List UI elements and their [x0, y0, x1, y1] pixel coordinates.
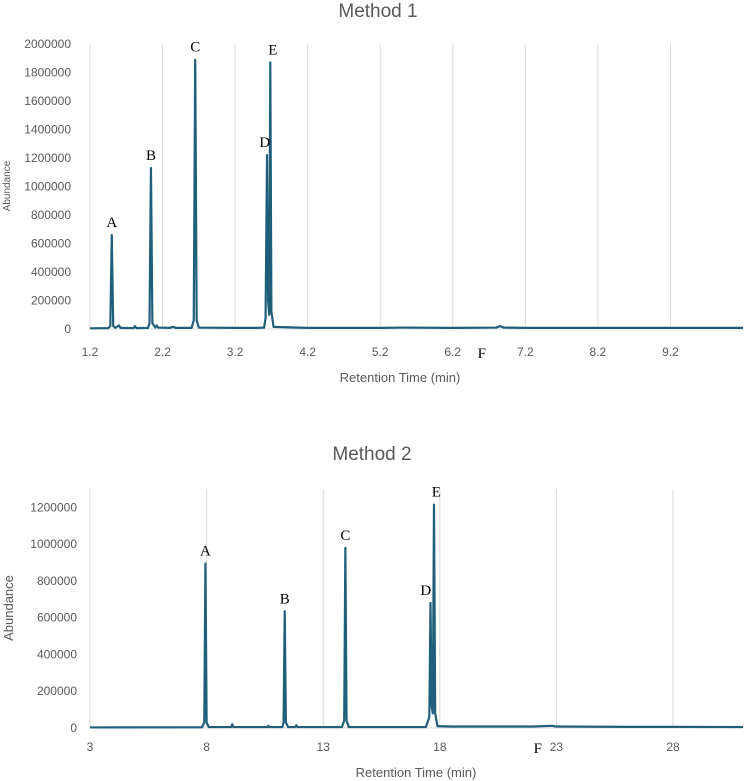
y-tick-label: 400000 — [37, 647, 77, 661]
peak-labels: A B C D E F — [106, 40, 486, 362]
y-tick-label: 0 — [70, 721, 77, 735]
peak-label-d: D — [259, 135, 270, 151]
x-tick-label: 4.2 — [299, 345, 316, 359]
chart-method-2: Method 2 Retention Time (min) Abundance … — [1, 444, 744, 780]
y-tick-label: 1200000 — [24, 151, 71, 165]
y-tick-label: 1400000 — [24, 123, 71, 137]
grid — [89, 489, 743, 729]
y-tick-label: 600000 — [37, 611, 77, 625]
x-tick-label: 6.2 — [444, 345, 461, 359]
ticks: 1.2 2.2 3.2 4.2 5.2 6.2 7.2 8.2 9.2 0 200000 400000… — [24, 37, 679, 359]
series — [89, 58, 743, 330]
x-tick-label: 3 — [87, 740, 94, 754]
y-tick-label: 2000000 — [24, 37, 71, 51]
y-axis-title: Abundance — [1, 575, 16, 641]
ticks: 3 8 13 18 23 28 0 200000 400000 600000 800000 10000… — [30, 500, 680, 754]
series — [89, 503, 744, 729]
y-tick-label: 1200000 — [30, 500, 77, 514]
y-axis-title: Abundance — [2, 160, 13, 211]
x-tick-label: 8.2 — [590, 345, 607, 359]
chromatogram-trace — [89, 503, 744, 729]
peak-label-a: A — [106, 215, 117, 231]
x-tick-label: 28 — [666, 740, 680, 754]
x-tick-label: 3.2 — [227, 345, 244, 359]
chromatogram-trace — [89, 58, 743, 330]
x-tick-label: 1.2 — [82, 345, 99, 359]
x-axis-title: Retention Time (min) — [356, 765, 477, 780]
x-tick-label: 18 — [433, 740, 447, 754]
x-tick-label: 13 — [317, 740, 331, 754]
x-tick-label: 2.2 — [154, 345, 171, 359]
y-tick-label: 800000 — [31, 208, 71, 222]
peak-label-a: A — [200, 543, 211, 559]
peak-label-c: C — [340, 528, 350, 544]
peak-label-f: F — [534, 741, 542, 757]
y-tick-label: 200000 — [37, 684, 77, 698]
y-tick-label: 1000000 — [24, 180, 71, 194]
y-tick-label: 800000 — [37, 574, 77, 588]
y-tick-label: 1000000 — [30, 537, 77, 551]
peak-label-e: E — [432, 485, 441, 501]
peak-label-c: C — [190, 40, 200, 56]
y-tick-label: 1600000 — [24, 94, 71, 108]
peak-label-b: B — [280, 591, 290, 607]
chart-title: Method 1 — [338, 1, 417, 22]
y-tick-label: 1800000 — [24, 66, 71, 80]
grid — [89, 44, 743, 330]
x-tick-label: 9.2 — [662, 345, 679, 359]
chart-title: Method 2 — [332, 444, 411, 465]
x-tick-label: 5.2 — [372, 345, 389, 359]
chart-method-1: Method 1 Retention Time (min) Abundance … — [2, 1, 743, 385]
y-tick-label: 0 — [64, 322, 71, 336]
peak-label-d: D — [420, 583, 431, 599]
peak-label-f: F — [478, 346, 486, 362]
x-tick-label: 8 — [203, 740, 210, 754]
peak-label-b: B — [146, 148, 156, 164]
x-tick-label: 7.2 — [517, 345, 534, 359]
peak-labels: A B C D E F — [200, 485, 542, 757]
y-tick-label: 200000 — [31, 294, 71, 308]
y-tick-label: 400000 — [31, 265, 71, 279]
x-tick-label: 23 — [550, 740, 564, 754]
peak-label-e: E — [268, 43, 277, 59]
y-tick-label: 600000 — [31, 237, 71, 251]
x-axis-title: Retention Time (min) — [340, 370, 461, 385]
